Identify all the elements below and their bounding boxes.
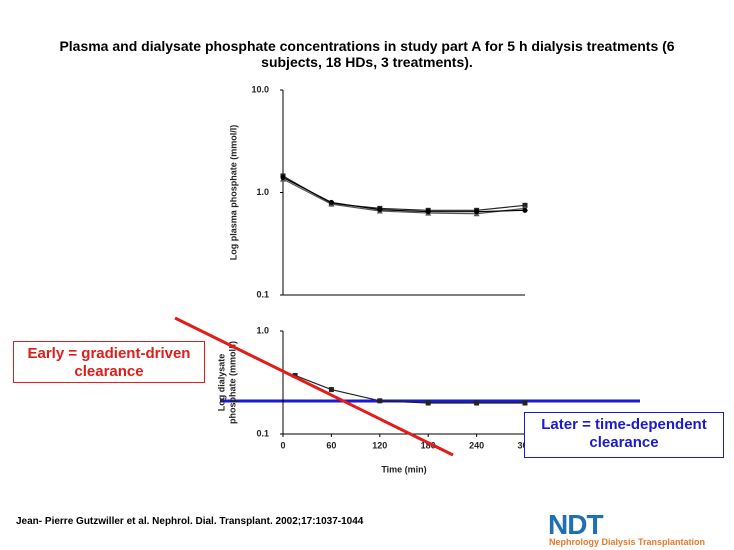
point xyxy=(474,209,480,215)
series-line xyxy=(282,176,526,213)
logo: NDT xyxy=(548,509,604,540)
point xyxy=(280,175,286,181)
x-tick-label: 120 xyxy=(372,440,387,450)
logo-text: Nephrology Dialysis Transplantation xyxy=(549,537,706,547)
point xyxy=(328,387,334,393)
point xyxy=(522,202,528,208)
point xyxy=(522,400,528,406)
chart-title: Plasma and dialysate phosphate concentra… xyxy=(59,38,675,70)
y-axis-label: phosphate (mmol/l) xyxy=(227,341,237,424)
annotation: Later = time-dependent clearance xyxy=(524,412,724,458)
point xyxy=(474,400,480,406)
point xyxy=(377,398,383,404)
point xyxy=(522,207,528,213)
y-tick-label: 10.0 xyxy=(251,84,269,94)
series-line xyxy=(282,178,526,215)
x-axis-label: Time (min) xyxy=(381,464,426,474)
x-tick-label: 180 xyxy=(421,440,436,450)
point xyxy=(292,372,298,378)
annotation-line xyxy=(174,316,454,457)
point xyxy=(425,209,431,215)
y-tick-label: 1.0 xyxy=(256,187,269,197)
y-tick-label: 0.1 xyxy=(256,428,269,438)
y-axis-label: Log plasma phosphate (mmol/l) xyxy=(228,125,238,261)
citation: Jean- Pierre Gutzwiller et al. Nephrol. … xyxy=(16,516,364,527)
point xyxy=(328,199,334,205)
series-line xyxy=(294,374,525,404)
x-tick-label: 240 xyxy=(469,440,484,450)
x-tick-label: 60 xyxy=(326,440,336,450)
y-axis-label: Log dialysate xyxy=(216,354,226,412)
x-tick-label: 0 xyxy=(280,440,285,450)
y-tick-label: 1.0 xyxy=(256,325,269,335)
point xyxy=(425,400,431,406)
y-tick-label: 0.1 xyxy=(256,289,269,299)
series-line xyxy=(282,175,526,211)
annotation: Early = gradient-driven clearance xyxy=(13,341,205,383)
point xyxy=(377,207,383,213)
